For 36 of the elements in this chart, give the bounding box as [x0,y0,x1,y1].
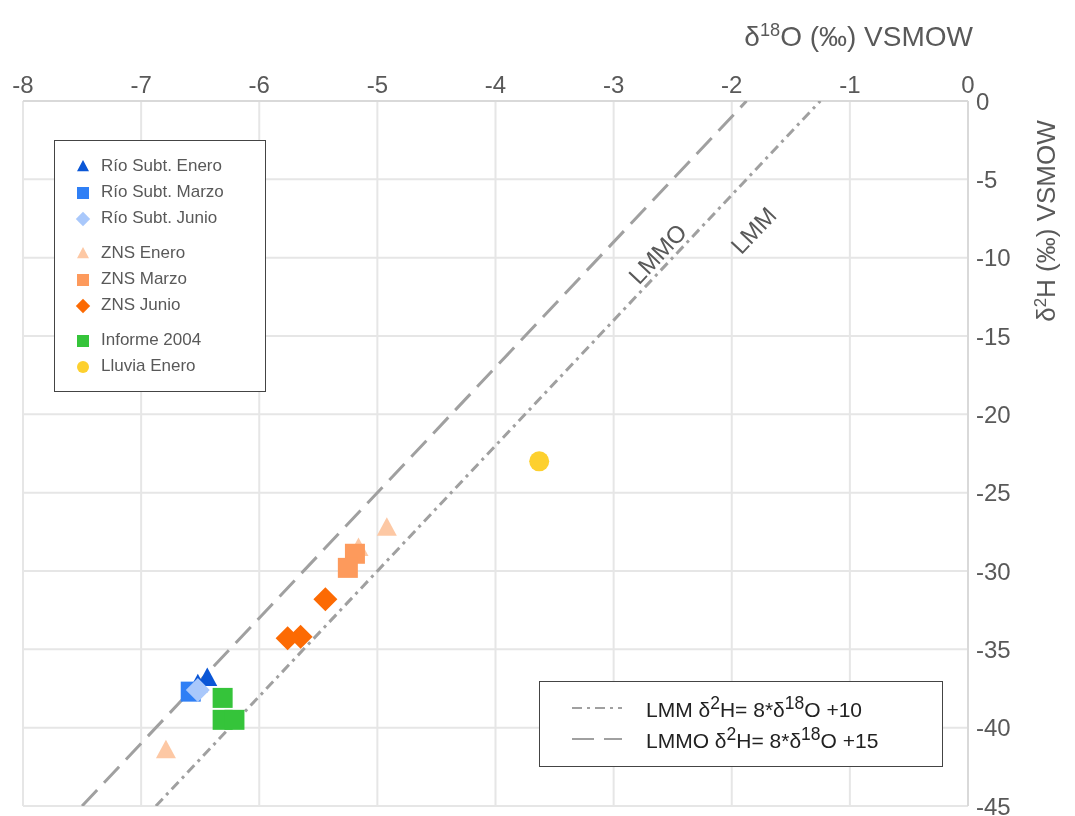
point [337,557,358,578]
x-tick-label: -4 [484,71,507,98]
legend-label: Río Subt. Junio [101,208,218,228]
y-tick-label: -35 [976,635,1011,663]
legend-label: Río Subt. Enero [101,156,222,176]
x-tick-label: -2 [721,71,743,98]
point [313,587,338,612]
legend-label: ZNS Enero [101,243,186,263]
y-tick-label: -10 [976,244,1011,272]
point [224,709,245,730]
y-tick-label: -20 [976,400,1011,428]
legend-label: ZNS Junio [101,295,181,315]
point [185,678,210,703]
y-tick-label: -45 [976,792,1011,816]
legend-label: Lluvia Enero [101,356,196,376]
legend-label: LMM δ$^{2}$H= 8*δ$^{18}$O +10 [646,693,863,722]
legend-label: Río Subt. Marzo [101,182,224,202]
y-tick-label: -5 [976,165,998,193]
x-tick-label: -6 [248,71,270,98]
x-axis-title: δ$^{18}$O (‰) VSMOW [744,20,974,52]
point [212,687,233,708]
legend-label: ZNS Marzo [101,269,187,289]
legend-label: Informe 2004 [101,330,202,350]
x-tick-label: -7 [130,71,152,98]
y-tick-label: -40 [976,714,1011,742]
x-tick-label: -5 [366,71,389,98]
point [155,739,176,759]
y-tick-label: -30 [976,557,1011,585]
legend-label: LMMO δ$^{2}$H= 8*δ$^{18}$O +15 [646,724,879,753]
x-tick-label: -8 [12,71,34,98]
point [529,451,550,472]
x-tick-label: -1 [839,71,861,98]
x-tick-label: -3 [602,71,625,98]
y-tick-label: -25 [976,479,1011,507]
point [376,517,397,536]
y-tick-label: -15 [976,322,1011,350]
